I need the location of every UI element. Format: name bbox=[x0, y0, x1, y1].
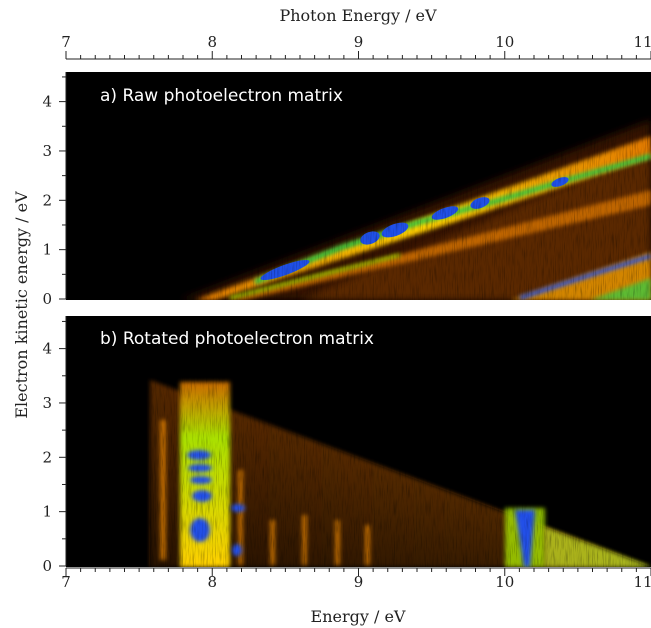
y-tick-label: 1 bbox=[42, 503, 52, 521]
x-tick-label: 9 bbox=[354, 573, 364, 591]
x-tick-label: 8 bbox=[207, 573, 217, 591]
panel-b-rotated-matrix: b) Rotated photoelectron matrix 0 1 2 3 4 7 8… bbox=[42, 316, 651, 591]
x-tick-label: 8 bbox=[207, 33, 217, 51]
y-tick-label: 4 bbox=[42, 340, 52, 358]
top-x-axis-title: Photon Energy / eV bbox=[279, 6, 437, 25]
y-tick-label: 1 bbox=[42, 241, 52, 259]
panel-a-x-axis: 7 8 9 10 11 bbox=[61, 33, 651, 60]
panel-a-raw-matrix: a) Raw photoelectron matrix 0 1 2 3 4 7 8 9 10 1… bbox=[42, 33, 651, 308]
panel-a-grain bbox=[66, 72, 651, 300]
x-tick-label: 11 bbox=[633, 33, 651, 51]
panel-a-title: a) Raw photoelectron matrix bbox=[100, 86, 343, 106]
y-tick-label: 3 bbox=[42, 394, 52, 412]
panel-b-x-axis: 7 8 9 10 11 bbox=[61, 567, 651, 591]
y-tick-label: 2 bbox=[42, 191, 52, 209]
panel-b-title: b) Rotated photoelectron matrix bbox=[100, 329, 374, 349]
y-axis-title: Electron kinetic energy / eV bbox=[12, 191, 31, 419]
y-tick-label: 3 bbox=[42, 142, 52, 160]
x-tick-label: 10 bbox=[495, 573, 514, 591]
x-tick-label: 7 bbox=[61, 33, 71, 51]
y-tick-label: 0 bbox=[42, 557, 52, 575]
y-tick-label: 0 bbox=[42, 290, 52, 308]
panel-a-y-axis: 0 1 2 3 4 bbox=[42, 72, 67, 308]
y-tick-label: 2 bbox=[42, 448, 52, 466]
x-tick-label: 11 bbox=[633, 573, 651, 591]
x-tick-label: 7 bbox=[61, 573, 71, 591]
bottom-x-axis-title: Energy / eV bbox=[311, 607, 406, 626]
panel-b-y-axis: 0 1 2 3 4 bbox=[42, 316, 67, 575]
panel-b-grain bbox=[66, 316, 651, 567]
x-tick-label: 10 bbox=[495, 33, 514, 51]
y-tick-label: 4 bbox=[42, 93, 52, 111]
x-tick-label: 9 bbox=[354, 33, 364, 51]
